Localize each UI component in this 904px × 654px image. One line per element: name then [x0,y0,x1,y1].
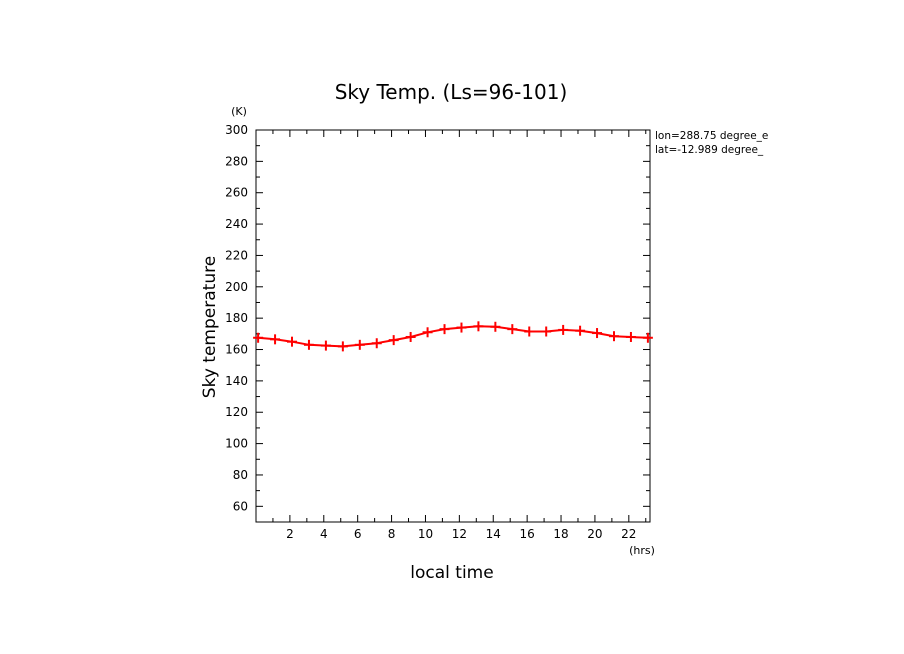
data-point [337,341,348,352]
data-point [422,327,433,338]
x-tick-label: 14 [486,527,501,541]
y-tick-label: 240 [225,217,248,231]
x-tick-label: 8 [388,527,396,541]
data-point [642,332,653,343]
data-point [575,325,586,336]
y-tick-label: 200 [225,280,248,294]
x-tick-label: 20 [587,527,602,541]
data-point [439,324,450,335]
plot-frame [255,129,651,523]
data-point [456,322,467,333]
y-axis-label: Sky temperature [200,256,220,398]
data-point [608,331,619,342]
data-point [253,332,264,343]
y-tick-label: 80 [233,468,248,482]
y-tick-label: 160 [225,343,248,357]
data-point [592,328,603,339]
data-point [303,339,314,350]
x-tick-label: 2 [286,527,294,541]
annotation-lon: lon=288.75 degree_e [655,130,768,142]
y-tick-label: 280 [225,154,248,168]
y-tick-label: 60 [233,499,248,513]
data-point [473,321,484,332]
data-point [320,340,331,351]
data-point [287,336,298,347]
data-point [507,324,518,335]
x-tick-label: 4 [320,527,328,541]
x-tick-label: 16 [519,527,534,541]
y-tick-label: 100 [225,437,248,451]
data-point [371,338,382,349]
x-tick-label: 18 [553,527,568,541]
x-tick-label: 10 [418,527,433,541]
data-point [524,326,535,337]
data-point [270,334,281,345]
x-tick-label: 6 [354,527,362,541]
data-point [354,339,365,350]
y-tick-label: 180 [225,311,248,325]
data-point [405,331,416,342]
y-tick-label: 220 [225,248,248,262]
annotation-clip [780,125,904,165]
x-axis-label: local time [410,563,493,583]
x-tick-label: 22 [621,527,636,541]
y-tick-label: 140 [225,374,248,388]
annotation-lat: lat=-12.989 degree_ [655,144,764,156]
data-point [388,335,399,346]
data-point [490,321,501,332]
data-point [541,326,552,337]
chart-title: Sky Temp. (Ls=96-101) [335,80,568,104]
y-tick-label: 300 [225,123,248,137]
data-point [558,324,569,335]
y-unit-label: (K) [231,105,247,118]
data-point [625,331,636,342]
series-line [256,325,650,348]
y-tick-label: 260 [225,186,248,200]
x-tick-label: 12 [452,527,467,541]
y-tick-label: 120 [225,405,248,419]
x-unit-label: (hrs) [629,544,655,557]
